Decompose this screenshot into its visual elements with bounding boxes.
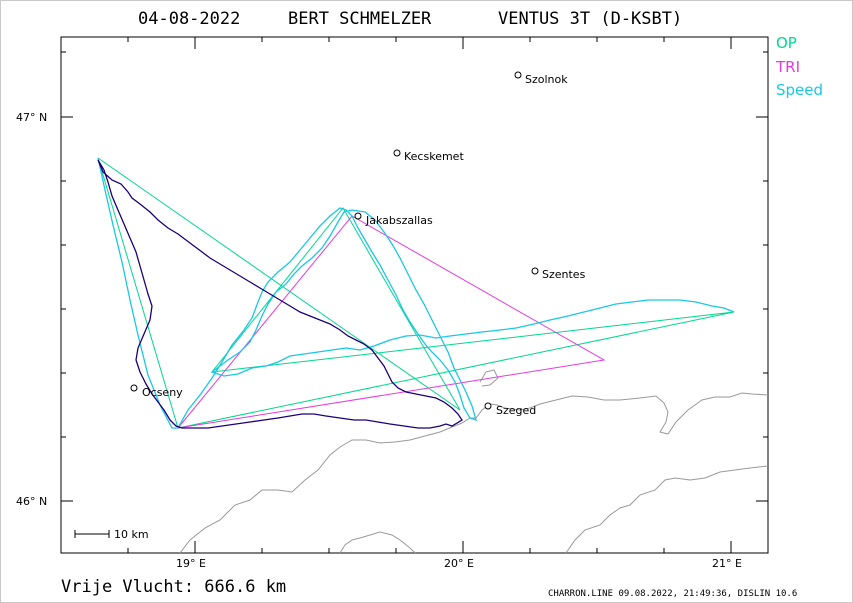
lon-label-19: 19° E <box>176 557 206 570</box>
lat-ticks <box>61 51 768 502</box>
speed-track <box>97 157 735 429</box>
plot-box <box>60 36 769 554</box>
place-ocseny: Ocseny <box>130 384 183 399</box>
distance-text: Vrije Vlucht: 666.6 km <box>61 577 286 597</box>
place-szentes: Szentes <box>531 267 586 281</box>
country-border-3 <box>339 531 416 554</box>
country-border-2 <box>565 465 769 554</box>
footer-text: CHARRON.LINE 09.08.2022, 21:49:36, DISLI… <box>548 589 797 599</box>
legend-op: OP <box>776 34 797 52</box>
lon-label-21: 21° E <box>712 557 742 570</box>
flight-track <box>97 159 463 429</box>
lat-label-47: 47° N <box>16 111 47 124</box>
place-label: Ocseny <box>142 386 183 399</box>
country-border <box>179 392 769 554</box>
lat-label-46: 46° N <box>16 495 47 508</box>
title-pilot: BERT SCHMELZER <box>288 9 432 29</box>
border-spur <box>479 369 499 387</box>
lon-ticks <box>127 37 732 553</box>
op-route <box>97 157 735 429</box>
legend-tri: TRI <box>775 58 800 76</box>
place-szeged: Szeged <box>484 402 536 417</box>
place-jakabszallas: Jakabszallas <box>354 212 433 227</box>
legend-speed: Speed <box>776 81 823 99</box>
lon-label-20: 20° E <box>444 557 474 570</box>
tri-route <box>177 215 606 429</box>
place-label: Szeged <box>496 404 536 417</box>
title-date: 04-08-2022 <box>138 9 240 29</box>
title-glider: VENTUS 3T (D-KSBT) <box>498 9 682 29</box>
place-kecskemet: Kecskemet <box>393 149 464 163</box>
place-label: Szentes <box>542 268 586 281</box>
place-szolnok: Szolnok <box>514 71 568 86</box>
scale-bar-label: 10 km <box>114 528 149 541</box>
place-label: Kecskemet <box>404 150 464 163</box>
place-label: Szolnok <box>525 73 568 86</box>
scale-bar: 10 km <box>74 528 149 541</box>
place-label: Jakabszallas <box>365 214 433 227</box>
